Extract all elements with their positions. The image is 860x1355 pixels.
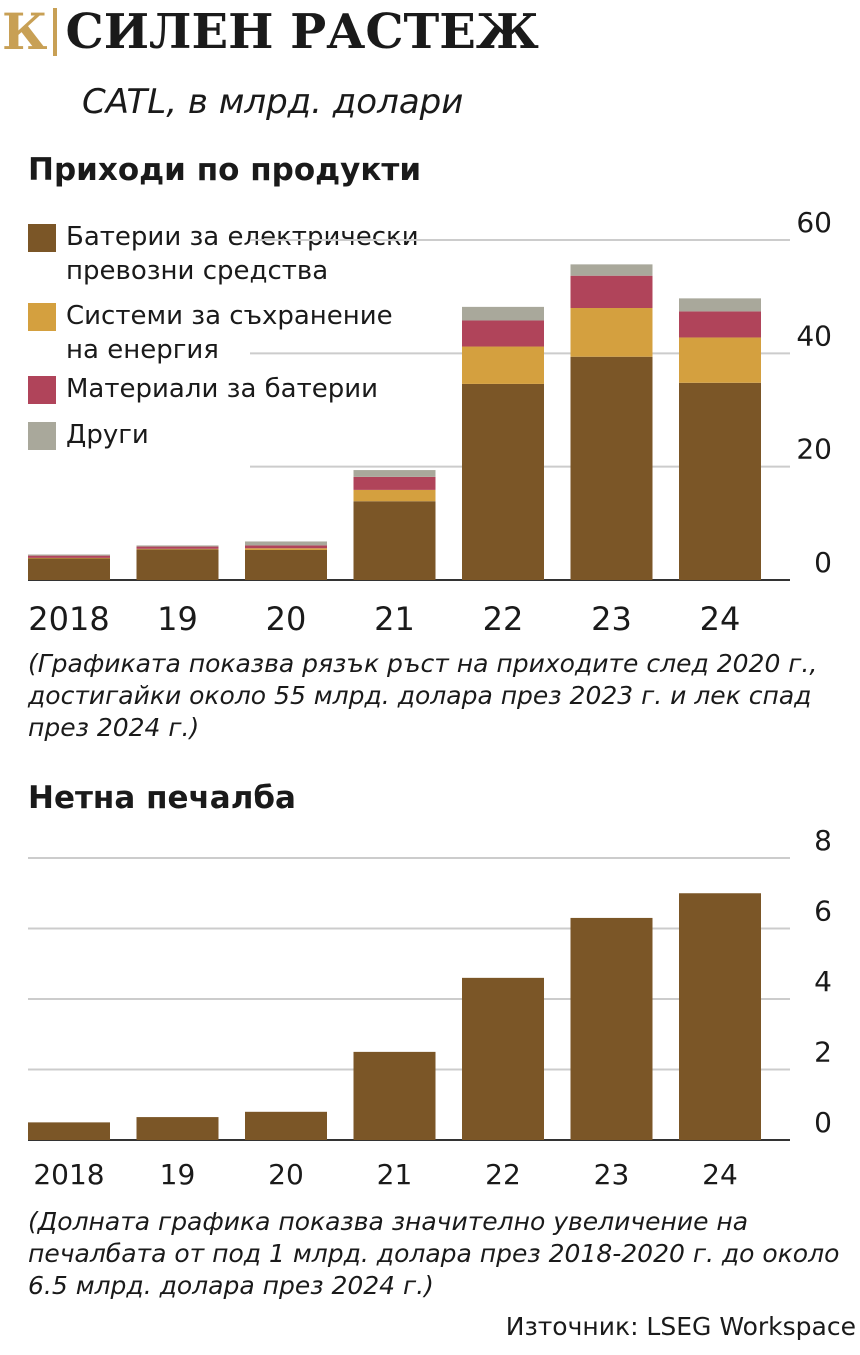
bar-segment-other: [136, 545, 219, 547]
legend-item-ev: Батерии за електрически превозни средств…: [28, 220, 456, 288]
bar-segment-other: [679, 298, 761, 312]
bar-segment-storage: [28, 557, 110, 559]
bar-segment-ev: [462, 383, 544, 580]
legend-label-storage: Системи за съхранение на енергия: [66, 301, 393, 365]
bar-segment-storage: [679, 337, 761, 383]
bar-segment-other: [245, 541, 327, 546]
bar: [353, 1051, 436, 1140]
bar-segment-materials: [353, 476, 436, 490]
x-tick-label: 2018: [33, 1158, 104, 1191]
y-tick-label: 0: [814, 546, 832, 579]
bar-segment-storage: [245, 548, 327, 550]
y-tick-label: 8: [814, 824, 832, 857]
bar: [28, 1122, 110, 1140]
legend-swatch-materials: [28, 376, 56, 404]
legend-swatch-storage: [28, 303, 56, 331]
page-subtitle: CATL, в млрд. долари: [82, 82, 464, 122]
bar-segment-other: [353, 470, 436, 477]
legend-label-materials: Материали за батерии: [66, 374, 379, 404]
bar-segment-storage: [570, 308, 653, 357]
source-credit: Източник: LSEG Workspace: [505, 1312, 856, 1341]
bar: [245, 1111, 327, 1140]
bar-segment-materials: [570, 275, 653, 308]
header: К СИЛЕН РАСТЕЖ: [0, 2, 539, 61]
bar: [570, 917, 653, 1140]
bar-segment-storage: [462, 346, 544, 384]
x-tick-label: 20: [266, 600, 307, 638]
x-tick-label: 22: [483, 600, 524, 638]
bar-segment-ev: [136, 549, 219, 580]
y-tick-label: 0: [814, 1106, 832, 1139]
bar-segment-other: [570, 264, 653, 276]
bar-segment-materials: [245, 545, 327, 549]
bar-segment-materials: [28, 555, 110, 558]
profit-title: Нетна печалба: [28, 780, 296, 816]
logo: К: [2, 2, 48, 61]
bar-segment-materials: [462, 320, 544, 347]
logo-divider: [53, 8, 58, 56]
bar-segment-materials: [136, 546, 219, 549]
revenue-note: (Графиката показва рязък ръст на приходи…: [28, 649, 818, 742]
legend-swatch-other: [28, 422, 56, 450]
bar-segment-ev: [353, 501, 436, 580]
x-tick-label: 2018: [28, 600, 109, 638]
legend-swatch-ev: [28, 224, 56, 252]
legend-item-other: Други: [28, 418, 456, 452]
x-tick-label: 23: [591, 600, 632, 638]
y-tick-label: 6: [814, 895, 832, 928]
legend-label-other: Други: [66, 420, 149, 450]
bar-segment-ev: [28, 558, 110, 580]
x-tick-label: 22: [485, 1158, 521, 1191]
page-title: СИЛЕН РАСТЕЖ: [65, 4, 539, 60]
legend-item-storage: Системи за съхранение на енергия: [28, 299, 456, 367]
profit-note: (Долната графика показва значително увел…: [28, 1207, 840, 1300]
bar-segment-ev: [245, 549, 327, 580]
x-tick-label: 24: [702, 1158, 738, 1191]
bar-segment-other: [462, 306, 544, 321]
bar-segment-materials: [679, 311, 761, 338]
bar-segment-ev: [570, 356, 653, 580]
y-tick-label: 40: [796, 319, 832, 352]
x-tick-label: 19: [160, 1158, 196, 1191]
legend-item-materials: Материали за батерии: [28, 372, 456, 406]
y-tick-label: 2: [814, 1036, 832, 1069]
bar: [679, 893, 761, 1140]
x-tick-label: 19: [157, 600, 198, 638]
legend-label-ev: Батерии за електрически превозни средств…: [66, 222, 419, 286]
revenue-chart: 0 20 40 60 2018 19 20 21 22 23 24: [28, 206, 832, 638]
revenue-title: Приходи по продукти: [28, 152, 422, 188]
x-tick-label: 21: [374, 600, 415, 638]
bar-segment-storage: [353, 489, 436, 502]
x-tick-label: 24: [700, 600, 741, 638]
bar-segment-storage: [136, 548, 219, 550]
x-tick-label: 23: [594, 1158, 630, 1191]
y-tick-label: 20: [796, 433, 832, 466]
x-tick-label: 21: [377, 1158, 413, 1191]
y-tick-label: 4: [814, 965, 832, 998]
bar-segment-other: [28, 554, 110, 556]
bar: [462, 977, 544, 1140]
x-tick-label: 20: [268, 1158, 304, 1191]
y-tick-label: 60: [796, 206, 832, 239]
bar-segment-ev: [679, 382, 761, 580]
bar: [136, 1117, 219, 1140]
